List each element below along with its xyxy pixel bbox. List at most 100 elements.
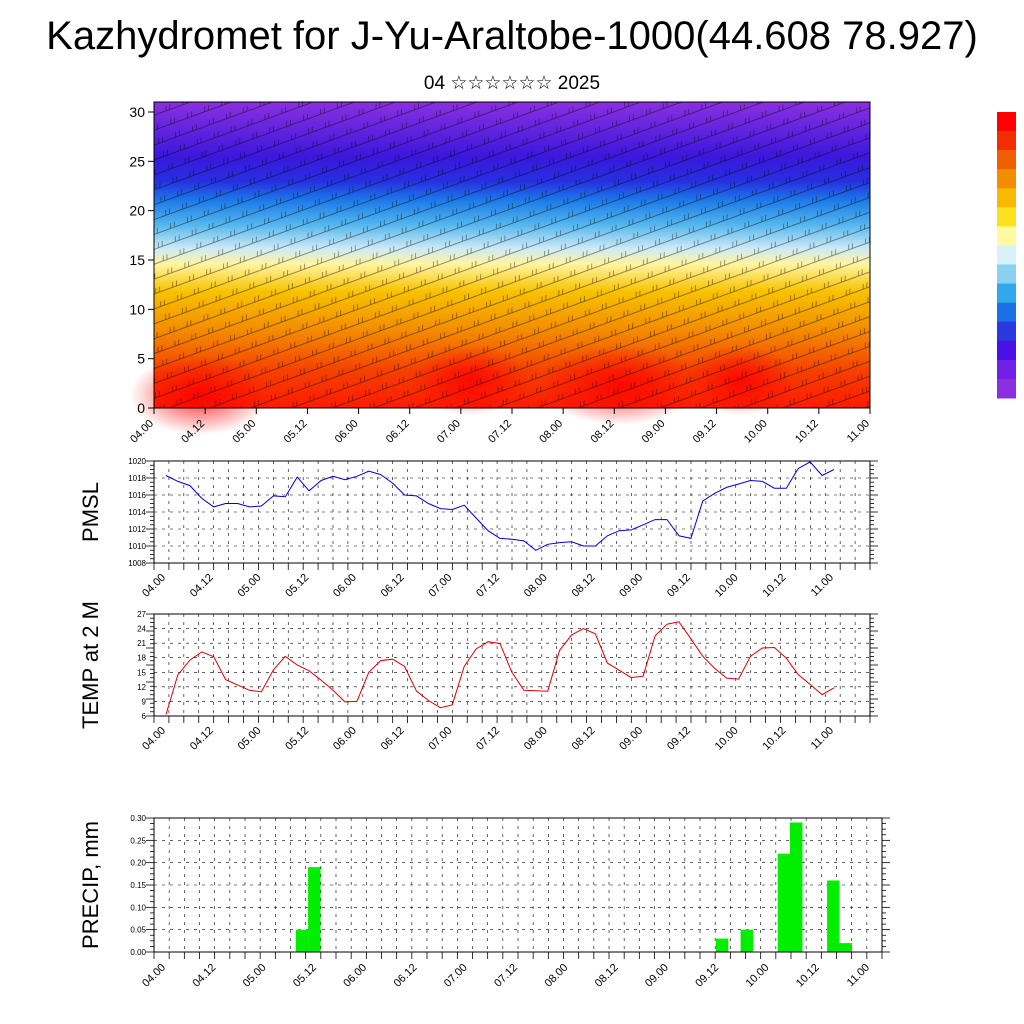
y-tick-label: 27 xyxy=(137,610,146,619)
x-tick-label: 08.12 xyxy=(593,962,621,990)
x-tick-label: 07.12 xyxy=(474,725,502,753)
y-tick-label: 12 xyxy=(137,683,146,692)
x-tick-label: 09.12 xyxy=(691,418,719,446)
x-tick-label: 11.00 xyxy=(845,418,872,445)
plot-frame xyxy=(153,817,883,953)
x-tick-label: 09.00 xyxy=(617,572,645,600)
chart-subtitle: 04 ☆☆☆☆☆☆ 2025 xyxy=(423,73,601,94)
x-tick-label: 05.12 xyxy=(282,418,310,446)
x-tick-label: 06.12 xyxy=(379,725,407,753)
x-tick-label: 06.12 xyxy=(392,962,420,990)
y-tick-label: 15 xyxy=(129,252,145,268)
x-tick-label: 10.12 xyxy=(794,962,822,990)
x-tick-label: 09.12 xyxy=(665,725,693,753)
y-tick-label: 0.05 xyxy=(130,926,146,935)
colorbar-swatch xyxy=(997,226,1016,246)
colorbar-legend xyxy=(997,112,1016,399)
colorbar-swatch xyxy=(997,283,1016,304)
x-tick-label: 06.12 xyxy=(379,572,407,600)
precip-bar xyxy=(715,938,729,952)
precip-panel: PRECIP, mm 0.00 0.05 0.10 0.15 0.20 0.25 0.30 04… xyxy=(78,814,890,990)
x-tick-label: 07.00 xyxy=(435,418,463,446)
y-axis-label: PMSL xyxy=(78,482,103,542)
colorbar-swatch xyxy=(997,340,1016,361)
precip-bar xyxy=(740,929,753,952)
y-tick-label: 1016 xyxy=(128,491,146,500)
x-tick-label: 10.12 xyxy=(760,725,788,753)
x-tick-label: 05.12 xyxy=(283,725,311,753)
x-tick-label: 06.00 xyxy=(331,572,359,600)
y-tick-label: 1008 xyxy=(128,559,146,568)
x-tick-label: 07.12 xyxy=(492,962,520,990)
y-tick-label: 9 xyxy=(142,697,147,706)
x-tick-label: 10.00 xyxy=(713,725,741,753)
precip-bar xyxy=(827,880,840,952)
x-tick-label: 06.00 xyxy=(333,418,361,446)
x-tick-label: 10.12 xyxy=(760,572,788,600)
x-tick-label: 04.00 xyxy=(140,962,168,990)
y-tick-label: 6 xyxy=(142,712,147,721)
y-tick-label: 1010 xyxy=(128,542,146,551)
x-tick-label: 04.00 xyxy=(140,572,168,600)
y-tick-label: 0.00 xyxy=(130,948,146,957)
y-tick-label: 1018 xyxy=(128,474,146,483)
colorbar-swatch xyxy=(997,150,1016,170)
y-tick-label: 0.25 xyxy=(130,836,146,845)
x-tick-label: 11.00 xyxy=(845,962,872,989)
colorbar-swatch xyxy=(997,321,1016,342)
chart-title: Kazhydromet for J-Yu-Araltobe-1000(44.60… xyxy=(46,14,978,58)
wind-barbs xyxy=(154,102,870,408)
x-tick-label: 10.12 xyxy=(793,418,821,446)
x-tick-label: 07.00 xyxy=(426,725,454,753)
colorbar-swatch xyxy=(997,131,1016,151)
x-tick-label: 11.00 xyxy=(809,725,836,752)
y-tick-label: 0 xyxy=(137,400,145,416)
plot-frame xyxy=(153,613,871,717)
y-tick-label: 10 xyxy=(129,301,145,317)
colorbar-swatch xyxy=(997,359,1016,380)
pmsl-panel: PMSL 1008 1010 1012 1014 1016 1018 1020 04.00 04.… xyxy=(78,457,878,600)
y-tick-label: 1012 xyxy=(128,525,146,534)
x-tick-label: 04.12 xyxy=(188,572,216,600)
y-tick-label: 0.15 xyxy=(130,881,146,890)
y-tick-label: 1014 xyxy=(128,508,146,517)
y-tick-label: 1020 xyxy=(128,457,146,466)
x-tick-label: 07.00 xyxy=(426,572,454,600)
x-tick-label: 10.00 xyxy=(744,962,772,990)
x-tick-label: 08.00 xyxy=(522,572,550,600)
x-tick-label: 09.00 xyxy=(643,962,671,990)
colorbar-swatch xyxy=(997,245,1016,266)
y-tick-label: 0.10 xyxy=(130,903,146,912)
precip-bar xyxy=(790,822,803,952)
y-tick-label: 30 xyxy=(129,104,145,120)
y-axis-label: TEMP at 2 M xyxy=(78,601,103,729)
precip-bar xyxy=(839,943,852,952)
x-tick-label: 04.12 xyxy=(188,725,216,753)
x-tick-label: 05.00 xyxy=(241,962,269,990)
y-tick-label: 25 xyxy=(129,153,145,169)
x-tick-label: 09.12 xyxy=(665,572,693,600)
colorbar-swatch xyxy=(997,188,1016,208)
x-tick-label: 04.00 xyxy=(140,725,168,753)
precip-bar xyxy=(777,853,791,952)
temp-panel: TEMP at 2 M 6 9 12 15 18 21 24 27 04.00 04.12 05.00… xyxy=(78,601,878,753)
colorbar-swatch xyxy=(997,207,1016,227)
y-tick-label: 18 xyxy=(137,654,146,663)
colorbar-swatch xyxy=(997,112,1016,132)
x-tick-label: 05.00 xyxy=(236,572,264,600)
x-tick-label: 04.12 xyxy=(190,962,218,990)
x-tick-label: 05.12 xyxy=(291,962,319,990)
x-tick-label: 08.12 xyxy=(570,725,598,753)
x-tick-label: 10.00 xyxy=(742,418,770,446)
x-tick-label: 11.00 xyxy=(809,572,836,599)
colorbar-swatch xyxy=(997,264,1016,285)
x-tick-label: 05.12 xyxy=(283,572,311,600)
plot-frame xyxy=(153,460,871,564)
pmsl-series-line xyxy=(165,461,835,551)
x-tick-label: 10.00 xyxy=(713,572,741,600)
precip-bar xyxy=(308,867,321,952)
x-tick-label: 06.00 xyxy=(331,725,359,753)
colorbar-swatch xyxy=(997,169,1016,189)
